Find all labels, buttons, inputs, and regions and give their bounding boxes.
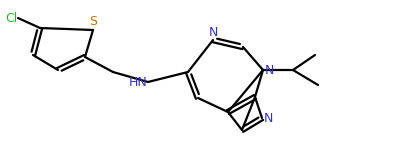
Text: N: N [265,63,274,77]
Text: S: S [89,15,97,28]
Text: N: N [264,111,273,124]
Text: N: N [208,26,218,39]
Text: HN: HN [128,75,147,89]
Text: Cl: Cl [5,12,17,24]
